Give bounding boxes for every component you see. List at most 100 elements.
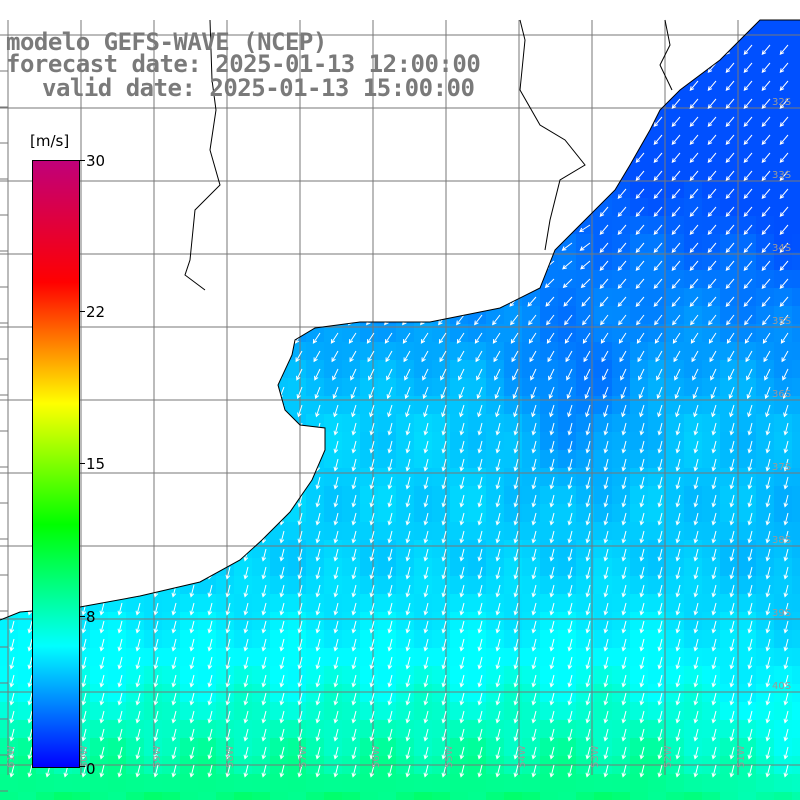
wind-cell — [666, 306, 685, 325]
wind-arrow — [369, 458, 375, 472]
wind-cell — [540, 126, 559, 145]
wind-arrow — [477, 764, 483, 778]
wind-cell — [108, 504, 127, 523]
wind-cell — [252, 360, 271, 379]
wind-cell — [738, 594, 757, 613]
wind-arrow — [765, 620, 771, 634]
wind-arrow — [693, 440, 699, 454]
wind-cell — [576, 558, 595, 577]
wind-arrow — [27, 710, 33, 724]
wind-arrow — [181, 152, 195, 158]
wind-arrow — [99, 404, 105, 418]
wind-cell — [558, 594, 577, 613]
wind-arrow — [225, 620, 231, 634]
wind-cell — [180, 342, 199, 361]
wind-cell — [576, 594, 595, 613]
wind-cell — [234, 558, 253, 577]
wind-arrow — [315, 584, 321, 598]
wind-arrow — [381, 224, 393, 233]
wind-arrow — [689, 188, 699, 200]
wind-cell — [306, 144, 325, 163]
wind-arrow — [189, 584, 195, 598]
wind-arrow — [261, 728, 267, 742]
wind-cell — [288, 720, 307, 739]
wind-cell — [468, 774, 487, 793]
wind-cell — [306, 252, 325, 271]
wind-arrow — [19, 116, 33, 121]
wind-arrow — [23, 296, 33, 307]
wind-cell — [612, 414, 631, 433]
wind-arrow — [225, 674, 231, 688]
wind-cell — [342, 378, 361, 397]
wind-arrow — [495, 422, 501, 436]
wind-arrow — [711, 422, 717, 436]
wind-cell — [684, 432, 703, 451]
wind-cell — [576, 630, 595, 649]
wind-arrow — [531, 674, 537, 688]
wind-cell — [18, 792, 37, 800]
wind-arrow — [563, 296, 573, 307]
wind-arrow — [673, 350, 681, 363]
wind-arrow — [567, 620, 573, 634]
wind-arrow — [635, 44, 645, 56]
wind-arrow — [765, 638, 771, 652]
wind-cell — [774, 180, 793, 199]
wind-arrow — [675, 764, 681, 778]
wind-cell — [18, 702, 37, 721]
wind-cell — [648, 0, 667, 19]
wind-arrow — [729, 710, 735, 724]
wind-arrow — [405, 746, 411, 760]
wind-arrow — [689, 260, 699, 272]
wind-arrow — [657, 638, 663, 652]
wind-arrow — [423, 548, 429, 562]
wind-arrow — [635, 242, 645, 254]
wind-arrow — [405, 656, 411, 670]
wind-arrow — [27, 620, 33, 634]
wind-cell — [252, 774, 271, 793]
wind-cell — [198, 540, 217, 559]
wind-arrow — [351, 494, 357, 508]
wind-arrow — [747, 764, 753, 778]
wind-arrow — [635, 278, 645, 290]
wind-arrow — [693, 710, 699, 724]
wind-cell — [450, 270, 469, 289]
wind-arrow — [423, 764, 429, 778]
wind-arrow — [423, 422, 429, 436]
wind-cell — [720, 504, 739, 523]
wind-cell — [198, 684, 217, 703]
wind-arrow — [153, 746, 159, 760]
wind-cell — [576, 342, 595, 361]
wind-cell — [324, 630, 343, 649]
wind-cell — [342, 252, 361, 271]
wind-arrow — [130, 260, 141, 270]
wind-cell — [666, 522, 685, 541]
wind-arrow — [387, 692, 393, 706]
wind-arrow — [580, 260, 591, 270]
wind-cell — [414, 126, 433, 145]
wind-arrow — [639, 494, 645, 508]
wind-arrow — [81, 674, 87, 688]
wind-arrow — [477, 746, 483, 760]
wind-cell — [684, 270, 703, 289]
wind-arrow — [297, 512, 303, 526]
wind-cell — [270, 594, 289, 613]
wind-cell — [180, 162, 199, 181]
wind-arrow — [279, 638, 285, 652]
wind-cell — [720, 774, 739, 793]
wind-arrow — [459, 512, 465, 526]
wind-cell — [126, 252, 145, 271]
wind-arrow — [423, 530, 429, 544]
wind-arrow — [220, 278, 231, 289]
wind-arrow — [333, 422, 339, 436]
wind-arrow — [675, 404, 681, 418]
wind-arrow — [204, 314, 213, 326]
wind-arrow — [505, 152, 519, 158]
wind-arrow — [653, 260, 663, 272]
wind-cell — [234, 450, 253, 469]
wind-arrow — [423, 566, 429, 580]
wind-cell — [648, 738, 667, 757]
wind-arrow — [397, 134, 411, 140]
wind-cell — [270, 162, 289, 181]
wind-arrow — [603, 746, 609, 760]
wind-arrow — [117, 728, 123, 742]
